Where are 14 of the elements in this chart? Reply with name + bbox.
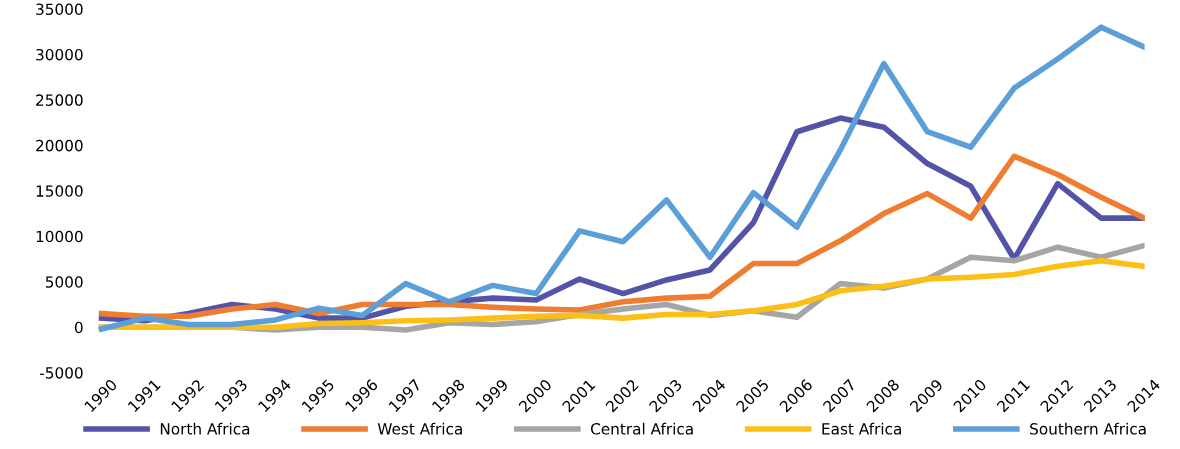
- y-tick-label: 10000: [36, 230, 83, 243]
- y-tick-label: 25000: [36, 94, 83, 106]
- y-tick-label: 20000: [36, 139, 83, 152]
- y-tick-label: 35000: [36, 3, 83, 15]
- legend-label: Central Africa: [590, 422, 693, 435]
- y-tick-label: 30000: [36, 48, 83, 61]
- legend-label: West Africa: [377, 422, 462, 435]
- legend-label: East Africa: [822, 422, 901, 435]
- legend-label: Southern Africa: [1030, 422, 1146, 435]
- legend-label: North Africa: [160, 422, 250, 435]
- y-tick-label: 0: [74, 321, 83, 334]
- y-tick-label: 15000: [36, 185, 83, 197]
- y-tick-label: 5000: [45, 276, 83, 288]
- y-tick-label: -5000: [39, 367, 83, 379]
